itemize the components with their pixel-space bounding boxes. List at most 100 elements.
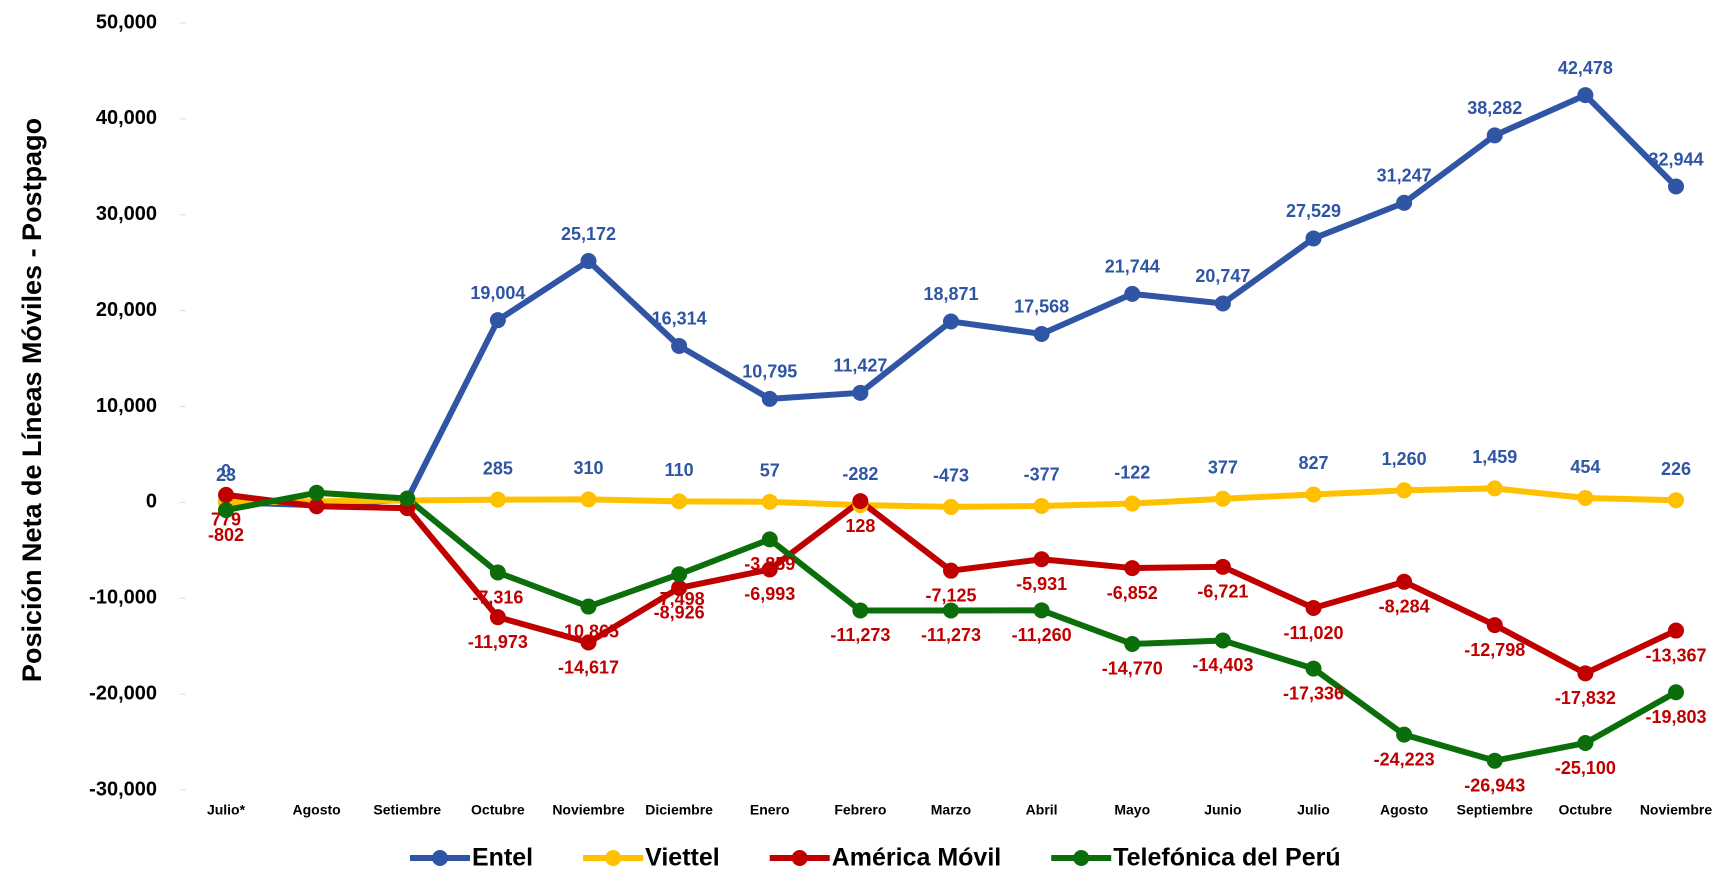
- series-line: [225, 491, 1678, 677]
- data-label: 226: [1661, 459, 1691, 479]
- data-label: 19,004: [470, 283, 525, 303]
- x-tick-label: Agosto: [293, 802, 341, 818]
- legend-label: Viettel: [645, 844, 720, 872]
- legend-label: Entel: [472, 844, 533, 872]
- data-point: [943, 498, 959, 515]
- data-point: [1305, 486, 1322, 503]
- data-point: [1486, 617, 1503, 634]
- x-tick-label: Julio: [1297, 802, 1330, 818]
- data-label: -802: [208, 525, 244, 545]
- data-point: [1033, 497, 1050, 514]
- data-point: [218, 502, 234, 519]
- legend-marker: [432, 850, 448, 866]
- data-label: -7,498: [654, 589, 705, 609]
- data-point: [671, 579, 688, 596]
- data-label: 57: [760, 461, 780, 481]
- data-label: 16,314: [652, 309, 707, 329]
- data-point: [1486, 752, 1503, 769]
- x-tick-label: Octubre: [471, 802, 525, 818]
- y-tick-label: 40,000: [96, 107, 157, 129]
- data-label: -473: [933, 466, 969, 486]
- data-label: -17,336: [1283, 683, 1344, 703]
- data-label: -17,832: [1555, 688, 1616, 708]
- data-point: [1033, 602, 1050, 619]
- y-tick-label: -10,000: [89, 587, 157, 609]
- x-tick-label: Mayo: [1114, 802, 1150, 818]
- data-label: -11,020: [1283, 623, 1343, 643]
- data-point: [671, 337, 688, 354]
- y-tick-label: -20,000: [89, 682, 157, 704]
- data-label: -6,721: [1197, 582, 1248, 602]
- data-label: -6,993: [744, 584, 795, 604]
- data-label: 25,172: [561, 224, 616, 244]
- data-point: [308, 498, 325, 515]
- data-point: [580, 491, 597, 508]
- data-label: -24,223: [1374, 749, 1435, 769]
- data-point: [852, 384, 869, 401]
- y-tick-label: 20,000: [96, 299, 157, 321]
- data-point: [852, 493, 869, 510]
- data-label: -14,403: [1192, 655, 1253, 675]
- data-label: 10,795: [742, 362, 797, 382]
- y-tick-label: 30,000: [96, 203, 157, 225]
- data-label: 128: [845, 516, 875, 536]
- data-point: [1396, 482, 1413, 499]
- data-point: [761, 531, 778, 548]
- data-label: 20,747: [1195, 266, 1250, 286]
- data-point: [580, 253, 597, 270]
- data-label: -25,100: [1555, 758, 1616, 778]
- data-label: 779: [211, 510, 241, 530]
- data-point: [489, 564, 506, 581]
- legend-marker: [791, 850, 808, 866]
- y-tick-label: 10,000: [96, 395, 157, 417]
- data-label: 17,568: [1014, 297, 1069, 317]
- data-label: 454: [1570, 457, 1600, 477]
- x-tick-label: Agosto: [1380, 802, 1428, 818]
- y-tick-label: 50,000: [96, 11, 157, 33]
- x-tick-label: Septiembre: [1457, 802, 1533, 818]
- data-label: 32,944: [1648, 149, 1703, 169]
- legend-label: Telefónica del Perú: [1113, 844, 1340, 872]
- data-label: -8,926: [654, 603, 705, 623]
- data-point: [1214, 558, 1231, 575]
- data-point: [218, 486, 234, 503]
- x-tick-label: Noviembre: [1640, 802, 1713, 818]
- data-point: [671, 493, 688, 510]
- data-label: 21,744: [1105, 257, 1160, 277]
- data-point: [1486, 127, 1503, 144]
- y-tick-label: 0: [146, 491, 157, 513]
- data-label: -14,770: [1102, 659, 1163, 679]
- x-tick-label: Octubre: [1559, 802, 1613, 818]
- data-label: 23: [216, 465, 236, 485]
- data-label: -6,852: [1107, 583, 1158, 603]
- data-point: [761, 390, 778, 407]
- data-point: [1577, 735, 1594, 752]
- data-label: 377: [1208, 458, 1238, 478]
- data-label: -10,865: [558, 621, 619, 641]
- x-tick-label: Febrero: [834, 802, 886, 818]
- data-label: -11,273: [921, 625, 981, 645]
- data-label: -7,125: [925, 585, 976, 605]
- data-point: [761, 493, 778, 510]
- data-point: [580, 634, 597, 651]
- data-label: -3,859: [744, 554, 795, 574]
- x-tick-label: Junio: [1204, 802, 1241, 818]
- data-point: [852, 602, 869, 619]
- data-point: [943, 562, 959, 579]
- data-point: [1124, 560, 1141, 577]
- data-label: 42,478: [1558, 58, 1613, 78]
- data-label: -11,260: [1012, 625, 1072, 645]
- x-tick-label: Abril: [1026, 802, 1058, 818]
- data-point: [943, 602, 959, 619]
- data-label: -11,273: [830, 625, 890, 645]
- data-point: [761, 561, 778, 578]
- data-point: [580, 598, 597, 615]
- data-label: 18,871: [923, 284, 978, 304]
- data-label: -14,617: [558, 657, 619, 677]
- data-point: [1305, 230, 1322, 247]
- x-tick-label: Enero: [750, 802, 790, 818]
- data-point: [1668, 178, 1684, 195]
- data-point: [1214, 295, 1231, 312]
- data-point: [1486, 480, 1503, 497]
- data-label: -11,973: [468, 632, 528, 652]
